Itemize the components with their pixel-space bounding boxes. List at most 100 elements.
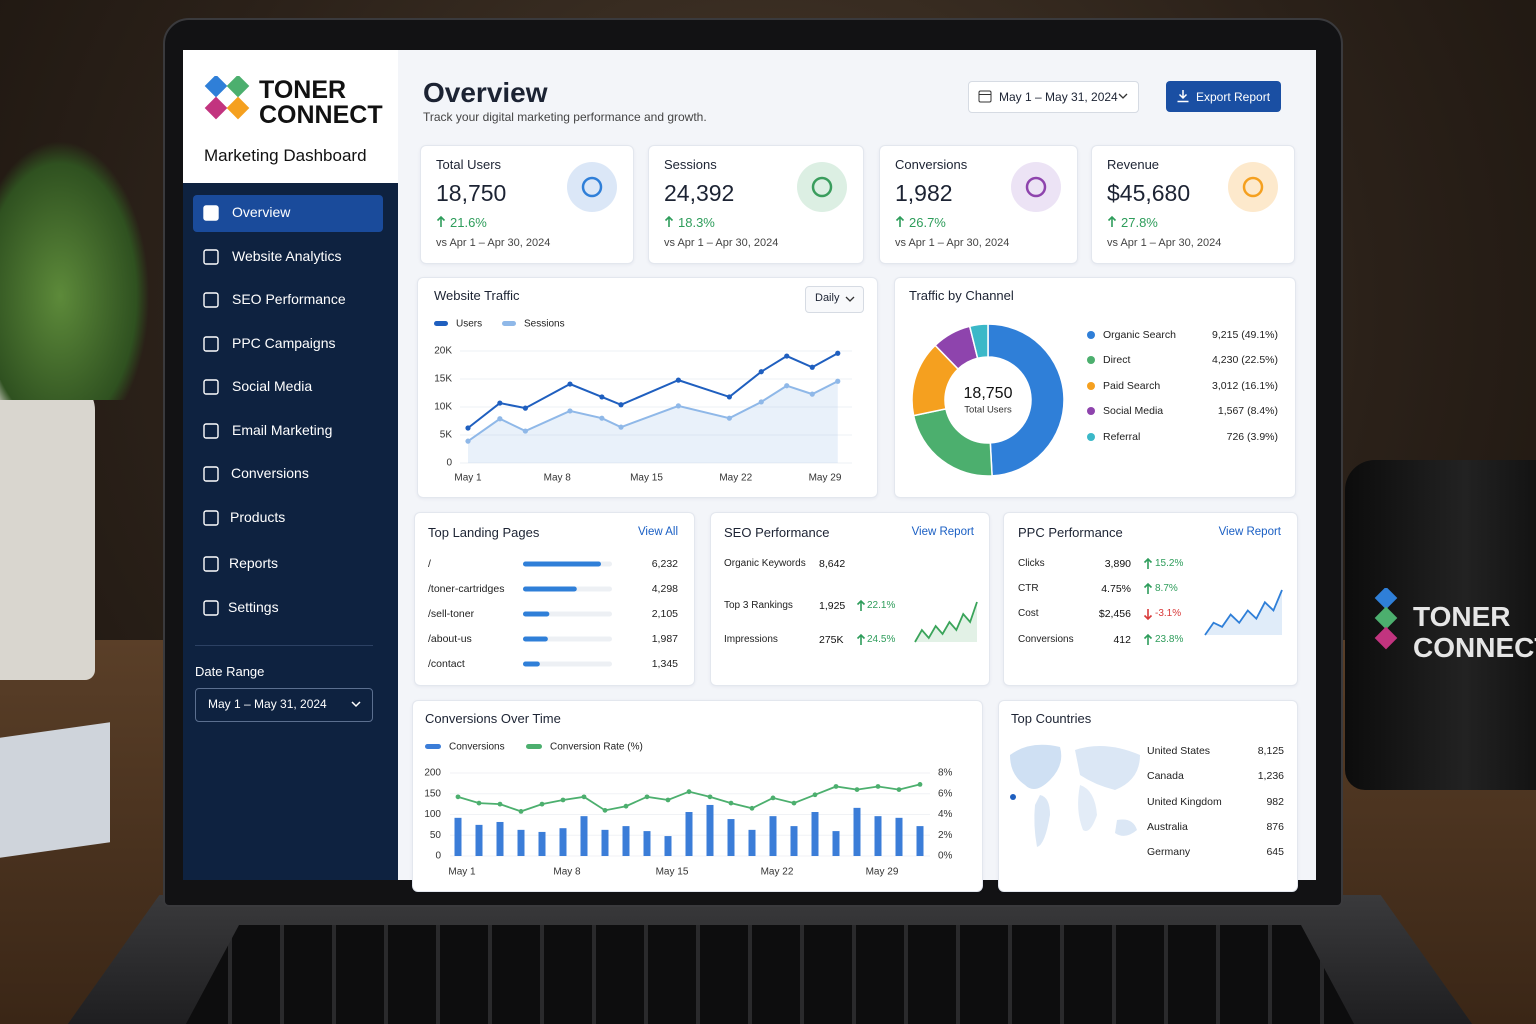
nav-item[interactable]: Email Marketing (232, 422, 333, 438)
country-value: 876 (1266, 821, 1284, 833)
country-name: Canada (1147, 770, 1184, 782)
sidebar (183, 183, 398, 880)
date-button-text: May 1 – May 31, 2024 (999, 90, 1118, 104)
nav-item[interactable]: Website Analytics (232, 248, 342, 264)
mug (1345, 460, 1536, 790)
channel-card (894, 277, 1296, 498)
card-link[interactable]: View Report (1218, 526, 1281, 538)
country-value: 645 (1266, 846, 1284, 858)
calendar-icon (978, 90, 992, 103)
nav-item[interactable]: Conversions (231, 465, 309, 481)
logo-icon (204, 76, 250, 120)
page-path: /contact (428, 658, 465, 670)
kpi-value: 18,750 (436, 180, 507, 206)
metric-label: Impressions (724, 634, 778, 645)
country-name: Australia (1147, 821, 1188, 833)
metric-change: 23.8% (1155, 634, 1184, 645)
page-value: 2,105 (651, 608, 678, 620)
metric-label: CTR (1018, 583, 1039, 594)
sidebar-divider (195, 645, 373, 646)
metric-label: Cost (1018, 608, 1039, 619)
metric-change: 15.2% (1155, 558, 1184, 569)
country-value: 1,236 (1257, 770, 1284, 782)
logo-area (183, 50, 398, 183)
metric-value: 275K (819, 634, 844, 646)
card-link[interactable]: View All (637, 526, 678, 538)
metric-change: 22.1% (867, 600, 896, 611)
metric-value: 3,890 (1104, 558, 1131, 570)
card-link[interactable]: View Report (911, 526, 974, 538)
seo-card (710, 512, 990, 686)
kpi-compare: vs Apr 1 – Apr 30, 2024 (1107, 237, 1222, 249)
kpi-compare: vs Apr 1 – Apr 30, 2024 (895, 237, 1010, 249)
metric-value: 8,642 (819, 558, 846, 570)
date-range-value: May 1 – May 31, 2024 (208, 697, 327, 711)
page-path: /toner-cartridges (428, 583, 505, 595)
chevron (1118, 93, 1128, 99)
page-value: 1,987 (651, 633, 678, 645)
metric-label: Clicks (1018, 558, 1045, 569)
kpi-change: 21.6% (450, 215, 487, 230)
page-path: /about-us (428, 633, 472, 645)
nav-item[interactable]: SEO Performance (232, 291, 346, 307)
kpi-label: Total Users (436, 157, 502, 172)
page-title: Overview (423, 77, 548, 108)
chevron (845, 296, 855, 302)
metric-change: -3.1% (1155, 608, 1182, 619)
landing-card (414, 512, 695, 686)
card-title: SEO Performance (724, 525, 830, 540)
kpi-compare: vs Apr 1 – Apr 30, 2024 (436, 237, 551, 249)
metric-label: Organic Keywords (724, 558, 806, 569)
nav-item[interactable]: Products (230, 509, 286, 525)
traffic-period[interactable] (805, 286, 864, 313)
card-title: Website Traffic (434, 288, 520, 303)
mug-logo: TONER (1413, 601, 1511, 632)
logo-text: CONNECT (259, 101, 383, 129)
page-subtitle: Track your digital marketing performance… (423, 110, 707, 124)
kpi-label: Sessions (664, 157, 717, 172)
date-button[interactable] (968, 81, 1139, 113)
plant (0, 140, 150, 400)
nav-item[interactable]: Reports (229, 555, 279, 571)
notebook (0, 722, 110, 858)
kpi-compare: vs Apr 1 – Apr 30, 2024 (664, 237, 779, 249)
page-value: 4,298 (651, 583, 678, 595)
countries-card (998, 700, 1298, 892)
kpi-change: 18.3% (678, 215, 715, 230)
page-path: / (428, 558, 431, 570)
country-value: 982 (1266, 796, 1284, 808)
metric-value: 1,925 (819, 600, 846, 612)
metric-change: 24.5% (867, 634, 896, 645)
kpi-label: Revenue (1107, 157, 1160, 172)
nav-item[interactable]: Settings (228, 599, 279, 615)
download-icon (1177, 90, 1189, 103)
nav-item[interactable]: Social Media (232, 378, 313, 394)
page-value: 6,232 (651, 558, 678, 570)
card-title: Top Landing Pages (428, 525, 540, 540)
mug-logo: CONNECT (1413, 632, 1536, 663)
logo-text: TONER (259, 76, 347, 104)
plant-pot (0, 380, 95, 680)
card-title: Top Countries (1011, 711, 1092, 726)
date-range-select[interactable] (195, 688, 373, 722)
metric-label: Top 3 Rankings (724, 600, 793, 611)
nav-item[interactable]: PPC Campaigns (232, 335, 336, 351)
kpi-value: $45,680 (1107, 180, 1191, 206)
metric-value: 412 (1113, 634, 1131, 646)
page-value: 1,345 (651, 658, 678, 670)
country-name: United States (1147, 745, 1211, 757)
country-value: 8,125 (1257, 745, 1284, 757)
card-title: Traffic by Channel (909, 288, 1014, 303)
date-range-label: Date Range (195, 664, 265, 679)
metric-label: Conversions (1018, 634, 1074, 645)
period-select: Daily (815, 292, 840, 304)
nav-item[interactable]: Overview (232, 204, 291, 220)
metric-change: 8.7% (1155, 583, 1178, 594)
metric-value: 4.75% (1101, 583, 1131, 595)
kpi-change: 27.8% (1121, 215, 1158, 230)
metric-value: $2,456 (1098, 608, 1131, 620)
export-text: Export Report (1196, 90, 1271, 104)
card-title: PPC Performance (1018, 525, 1123, 540)
nav-active (193, 195, 383, 232)
